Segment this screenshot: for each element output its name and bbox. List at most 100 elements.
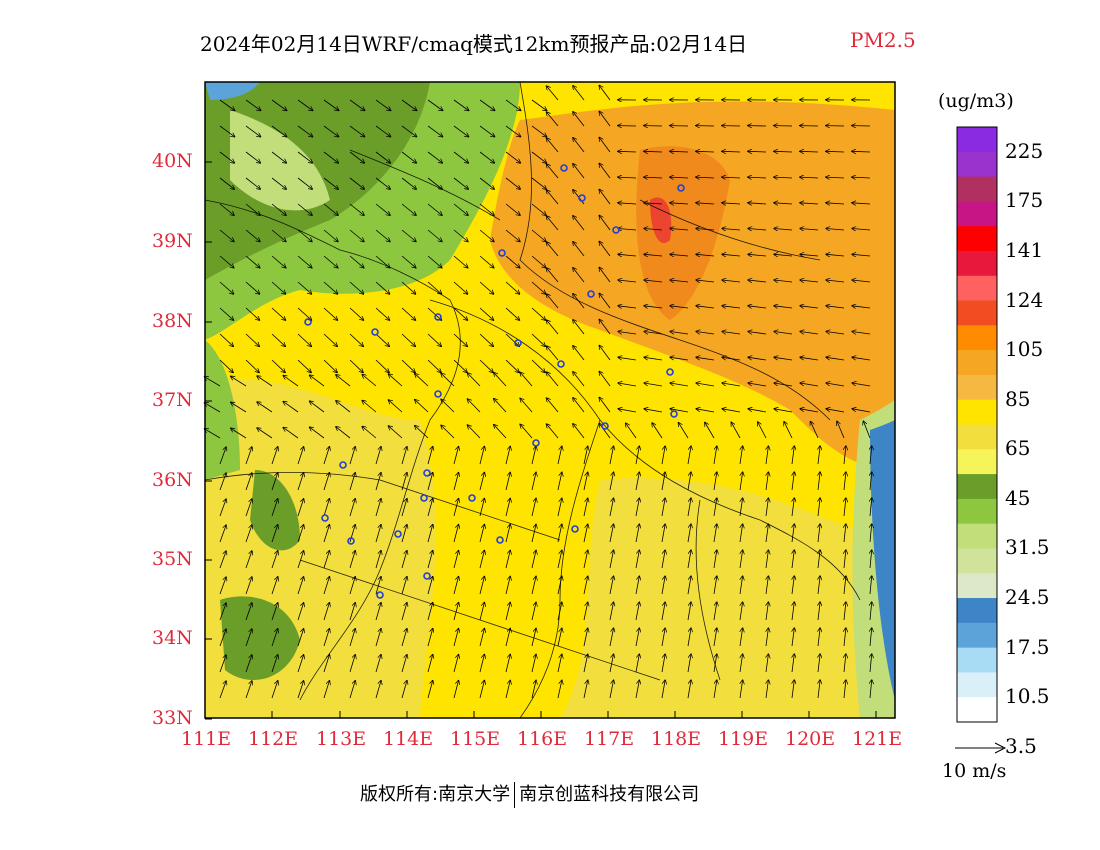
- wind-arrow: [401, 577, 407, 595]
- wind-arrow: [219, 151, 234, 163]
- colorbar-label: 31.5: [1005, 535, 1050, 560]
- wind-arrow: [415, 400, 429, 413]
- colorbar-swatch: [957, 647, 997, 673]
- wind-arrow: [713, 524, 717, 543]
- wind-arrow: [844, 550, 846, 569]
- wind-arrow: [531, 281, 546, 294]
- city-marker: [347, 537, 355, 545]
- wind-arrow: [818, 576, 820, 595]
- wind-arrow: [547, 372, 559, 387]
- wind-arrow: [531, 307, 545, 320]
- wind-arrow: [349, 203, 364, 215]
- wind-arrow: [722, 306, 741, 308]
- wind-arrow: [271, 281, 286, 294]
- wind-arrow: [427, 655, 433, 673]
- wind-arrow: [505, 177, 520, 189]
- lon-label: 121E: [852, 728, 903, 750]
- wind-arrow: [792, 472, 794, 491]
- wind-arrow: [375, 177, 390, 189]
- wind-arrow: [271, 359, 285, 372]
- city-marker: [571, 525, 579, 533]
- wind-arrow: [453, 255, 468, 268]
- wind-arrow: [257, 428, 273, 439]
- wind-arrow: [870, 446, 872, 465]
- wind-arrow: [696, 151, 715, 152]
- wind-arrow: [245, 681, 252, 699]
- wind-arrow: [696, 177, 715, 178]
- wind-arrow: [531, 151, 546, 163]
- wind-arrow: [800, 254, 819, 256]
- wind-arrow: [453, 177, 468, 189]
- wind-arrow: [297, 203, 312, 215]
- wind-arrow: [748, 409, 767, 413]
- wind-arrow: [479, 151, 494, 163]
- wind-arrow: [375, 603, 381, 621]
- wind-arrow: [661, 472, 665, 491]
- colorbar-label: 3.5: [1005, 733, 1037, 758]
- wind-arrow: [573, 268, 585, 283]
- wind-arrow: [583, 654, 588, 673]
- colorbar-label: 175: [1005, 188, 1044, 213]
- wind-arrow: [505, 655, 510, 673]
- wind-arrow: [713, 628, 717, 647]
- wind-arrow: [441, 399, 455, 413]
- wind-arrow: [323, 177, 338, 189]
- wind-arrow: [531, 359, 545, 372]
- wind-arrow: [547, 424, 559, 439]
- wind-arrow: [722, 280, 741, 282]
- wind-arrow: [479, 177, 494, 189]
- colorbar-label: 10.5: [1005, 684, 1050, 709]
- wind-arrow: [401, 229, 416, 242]
- wind-arrow: [219, 681, 226, 699]
- wind-arrow: [784, 422, 793, 439]
- wind-arrow: [547, 112, 559, 127]
- footer: 版权所有:南京大学 南京创蓝科技有限公司: [360, 780, 699, 808]
- wind-arrow: [531, 499, 536, 517]
- wind-arrow: [852, 306, 871, 308]
- wind-arrow: [271, 499, 278, 517]
- wind-arrow: [505, 203, 520, 215]
- wind-arrow: [505, 359, 519, 372]
- wind-arrow: [818, 602, 820, 621]
- wind-arrow: [573, 138, 585, 153]
- wind-arrow: [531, 255, 546, 268]
- wind-arrow: [283, 376, 299, 387]
- wind-arrow: [774, 306, 793, 308]
- wind-arrow: [453, 125, 469, 137]
- wind-arrow: [531, 681, 536, 699]
- wind-arrow: [844, 524, 846, 543]
- wind-arrow: [427, 229, 442, 242]
- wind-arrow: [362, 375, 377, 387]
- colorbar-swatch: [957, 374, 997, 401]
- wind-arrow: [453, 307, 467, 320]
- wind-arrow: [427, 203, 442, 215]
- city-marker: [339, 461, 347, 469]
- wind-arrow: [573, 164, 585, 179]
- wind-arrow: [427, 499, 433, 517]
- wind-arrow: [245, 551, 252, 569]
- lat-label: 40N: [152, 150, 193, 172]
- city-markers: [304, 164, 685, 599]
- wind-arrow: [635, 654, 639, 673]
- wind-arrow: [852, 332, 871, 335]
- wind-arrow: [547, 294, 559, 309]
- wind-arrow: [427, 255, 442, 268]
- colorbar-swatch: [957, 176, 997, 202]
- colorbar-swatch: [957, 598, 997, 624]
- wind-arrow: [661, 628, 665, 647]
- wind-arrow: [644, 203, 663, 204]
- wind-arrow: [739, 446, 743, 465]
- wind-arrow: [375, 99, 391, 111]
- wind-arrow: [573, 86, 585, 101]
- wind-arrow: [792, 654, 794, 673]
- wind-arrow: [583, 446, 588, 465]
- city-marker: [612, 226, 620, 234]
- wind-arrow: [494, 399, 507, 413]
- wind-arrow: [766, 576, 768, 595]
- wind-arrow: [297, 359, 311, 372]
- wind-arrow: [349, 177, 364, 189]
- wind-arrow: [766, 628, 768, 647]
- wind-arrow: [245, 177, 260, 189]
- wind-arrow: [245, 125, 261, 137]
- colorbar-swatch: [957, 424, 997, 450]
